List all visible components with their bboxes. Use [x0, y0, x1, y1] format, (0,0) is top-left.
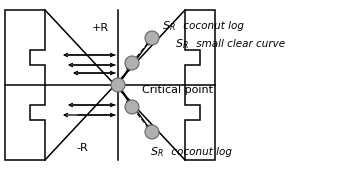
Text: coconut log: coconut log: [168, 147, 232, 157]
Circle shape: [125, 56, 139, 70]
Text: +R: +R: [92, 23, 109, 33]
Text: Critical point: Critical point: [142, 85, 213, 95]
Text: small clear curve: small clear curve: [193, 39, 285, 49]
Text: $S_R$: $S_R$: [162, 19, 176, 33]
Circle shape: [125, 100, 139, 114]
Text: $S_R$: $S_R$: [150, 145, 164, 159]
Circle shape: [111, 78, 125, 92]
Text: $S_R$: $S_R$: [175, 37, 189, 51]
Text: -R: -R: [76, 143, 88, 153]
Circle shape: [145, 31, 159, 45]
Circle shape: [145, 125, 159, 139]
Text: coconut log: coconut log: [180, 21, 244, 31]
